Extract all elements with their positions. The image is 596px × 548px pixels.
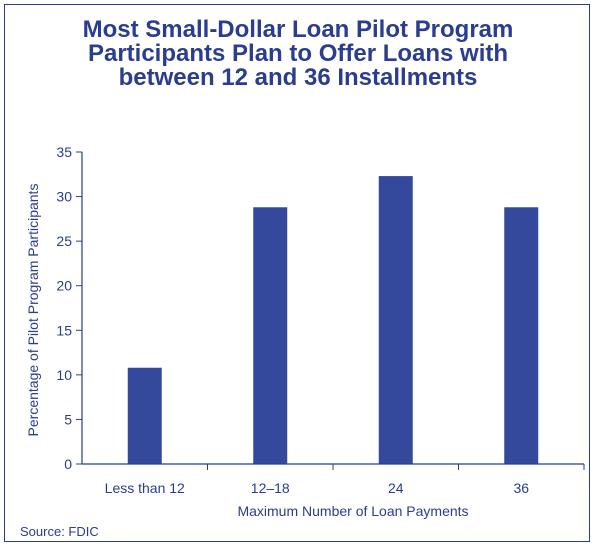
bar bbox=[127, 367, 162, 464]
bars bbox=[127, 176, 539, 465]
source-note: Source: FDIC bbox=[20, 524, 99, 539]
y-axis-ticks: 0 5 10 15 20 25 30 35 bbox=[56, 144, 82, 472]
bar bbox=[378, 176, 413, 464]
y-tick-label: 35 bbox=[56, 144, 72, 160]
x-tick-label: Less than 12 bbox=[105, 480, 185, 496]
x-axis-label: Maximum Number of Loan Payments bbox=[237, 503, 468, 519]
y-tick-label: 0 bbox=[64, 456, 72, 472]
x-axis-ticks: Less than 12 12–18 24 36 bbox=[105, 464, 585, 496]
chart-title-line-1: Most Small-Dollar Loan Pilot Program bbox=[82, 16, 514, 43]
y-tick-label: 30 bbox=[56, 189, 72, 205]
x-tick-label: 36 bbox=[513, 480, 529, 496]
chart-title-line-3: between 12 and 36 Installments bbox=[118, 64, 478, 91]
y-axis-label: Percentage of Pilot Program Participants bbox=[25, 184, 41, 437]
bar bbox=[253, 207, 288, 465]
y-tick-label: 20 bbox=[56, 278, 72, 294]
y-tick-label: 15 bbox=[56, 322, 72, 338]
x-tick-label: 12–18 bbox=[251, 480, 290, 496]
y-tick-label: 25 bbox=[56, 233, 72, 249]
chart-title-line-2: Participants Plan to Offer Loans with bbox=[87, 40, 509, 67]
y-tick-label: 5 bbox=[64, 411, 72, 427]
chart-frame bbox=[4, 4, 590, 542]
bar bbox=[504, 207, 539, 465]
chart-title: Most Small-Dollar Loan Pilot Program Par… bbox=[0, 18, 596, 90]
y-tick-label: 10 bbox=[56, 367, 72, 383]
x-tick-label: 24 bbox=[388, 480, 404, 496]
